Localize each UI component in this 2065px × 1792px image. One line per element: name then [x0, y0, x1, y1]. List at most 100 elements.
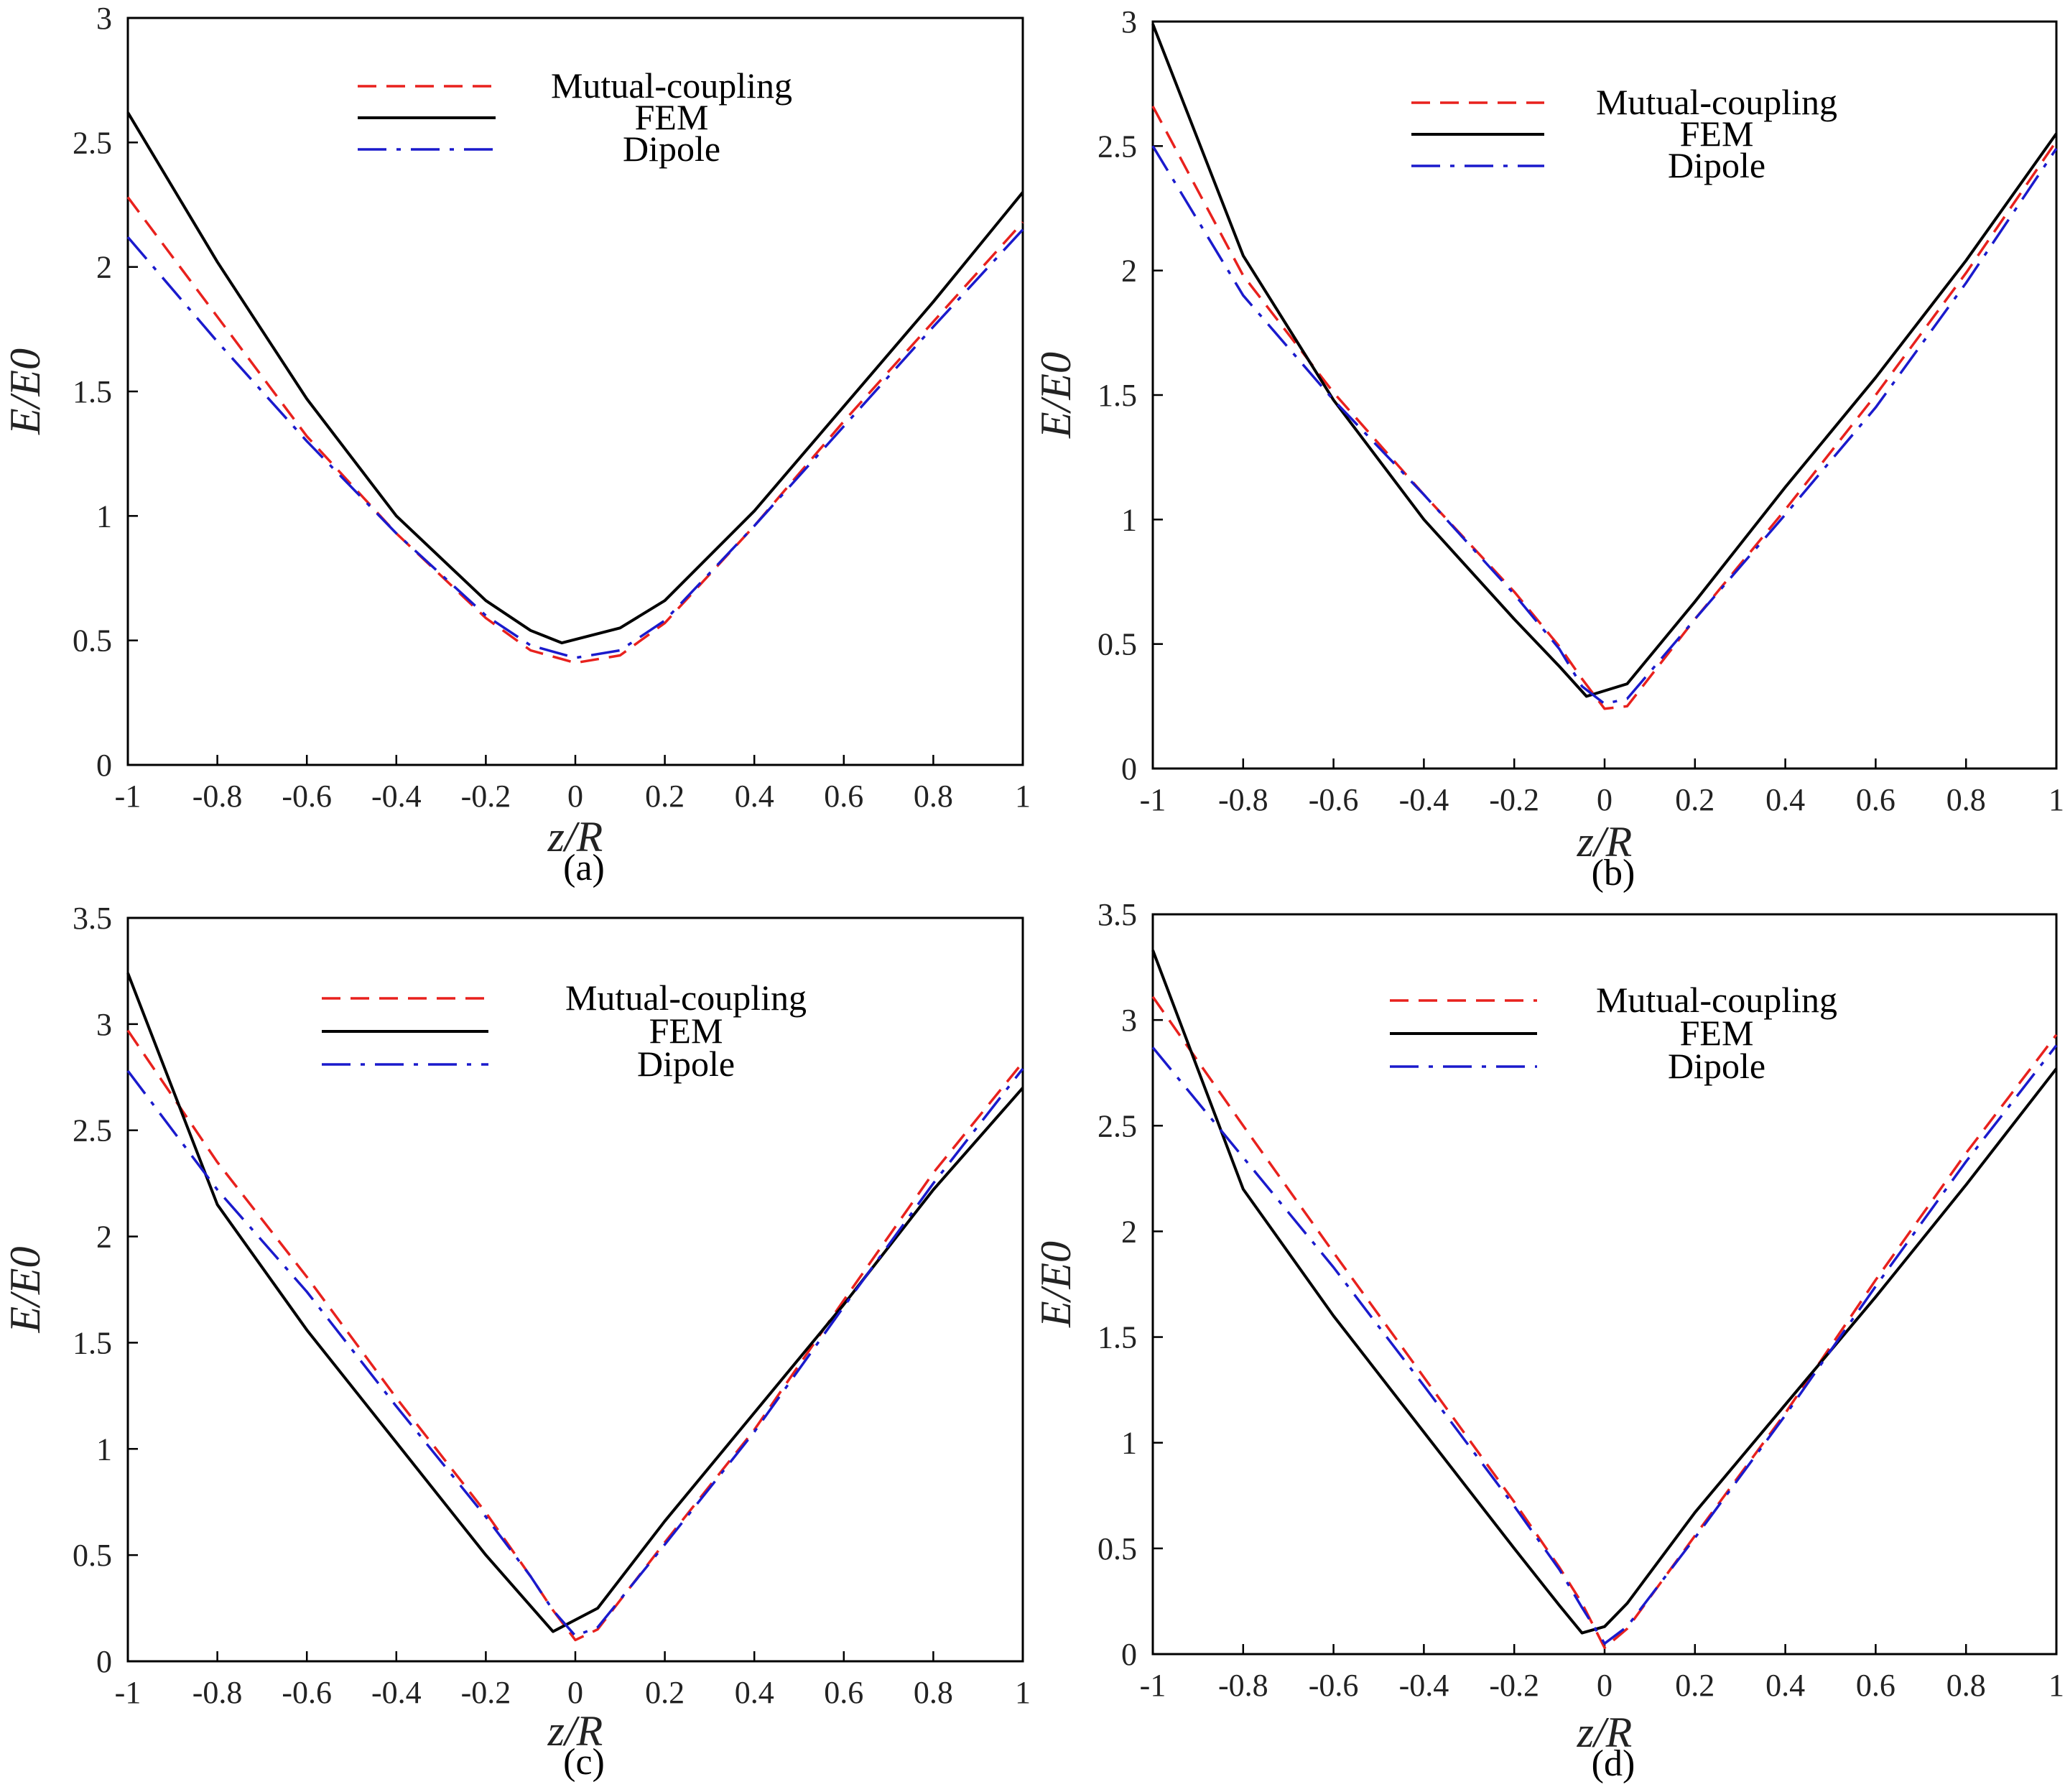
y-tick-label: 1.5 [1098, 378, 1137, 413]
plot-frame [126, 916, 1024, 1663]
x-tick-label: -1 [1140, 1668, 1166, 1703]
x-tick-label: 0.6 [1856, 1668, 1895, 1703]
y-tick-label: 0 [96, 1644, 112, 1679]
x-tick-label: 0.6 [824, 779, 863, 814]
panel-a: -1 -0.8 -0.6 -0.4 -0.2 0 0.2 0.4 0.6 0.8 1 0 0.5 1 1.5… [1, 1, 1031, 888]
x-tick-label: 0.6 [1856, 782, 1895, 817]
x-tick-label: -0.4 [1399, 782, 1449, 817]
x-tick-label: 0.8 [914, 1675, 953, 1710]
x-tick-label: 0.4 [735, 779, 774, 814]
panel-label: (a) [563, 848, 605, 888]
x-tick-label: 1 [2048, 1668, 2064, 1703]
plot-frame [1151, 20, 2058, 770]
x-tick-label: -0.4 [371, 779, 422, 814]
y-tick-label: 1 [1121, 1426, 1137, 1461]
x-tick-label: 0 [1597, 782, 1612, 817]
legend-label: FEM [1680, 113, 1754, 154]
legend-label: Dipole [623, 129, 720, 169]
x-tick-label: 0.4 [1765, 1668, 1805, 1703]
panel-b: -1 -0.8 -0.6 -0.4 -0.2 0 0.2 0.4 0.6 0.8 1 0 0.5 1 1.5… [1032, 4, 2064, 893]
y-tick-label: 1.5 [73, 374, 112, 409]
x-tick-label: -0.6 [1309, 782, 1359, 817]
y-tick-label: 3.5 [73, 901, 112, 936]
series-line-fem [1151, 23, 2058, 698]
panel-d: -1 -0.8 -0.6 -0.4 -0.2 0 0.2 0.4 0.6 0.8 1 0 0.5 1 1.5… [1032, 897, 2064, 1784]
y-tick-label: 0.5 [1098, 627, 1137, 662]
legend-label: Mutual-coupling [551, 65, 792, 106]
legend-label: Dipole [1668, 1046, 1765, 1086]
y-tick-label: 0.5 [73, 1538, 112, 1573]
x-tick-label: 1 [2048, 782, 2064, 817]
y-tick-label: 3 [1121, 1003, 1137, 1038]
series-line-mutual-coupling [1151, 995, 2058, 1649]
x-tick-label: -0.8 [1218, 1668, 1268, 1703]
y-tick-label: 3 [96, 1007, 112, 1042]
plot-frame [1151, 913, 2058, 1656]
series-line-dipole [1151, 1044, 2058, 1645]
y-tick-label: 1.5 [73, 1325, 112, 1360]
x-tick-label: -0.8 [1218, 782, 1268, 817]
y-tick-label: 0 [1121, 751, 1137, 786]
series-line-fem [1151, 950, 2058, 1635]
x-tick-label: 0 [567, 1675, 583, 1710]
y-tick-label: 1 [96, 1431, 112, 1467]
x-tick-label: 0.8 [914, 779, 953, 814]
x-axis-label: z/R [1577, 1709, 1633, 1756]
x-tick-label: -0.8 [192, 779, 243, 814]
y-axis-label: E/E0 [1032, 352, 1080, 439]
legend-label: Mutual-coupling [1596, 82, 1837, 122]
x-tick-label: 0 [567, 779, 583, 814]
x-tick-label: 0.2 [1675, 1668, 1714, 1703]
x-tick-label: -1 [115, 779, 141, 814]
y-tick-label: 2.5 [73, 1113, 112, 1148]
y-tick-label: 0 [1121, 1637, 1137, 1672]
x-axis-label: z/R [547, 1707, 603, 1755]
y-tick-label: 2.5 [1098, 1108, 1137, 1143]
panel-label: (c) [563, 1742, 605, 1783]
y-tick-label: 2 [96, 250, 112, 285]
y-tick-label: 2.5 [73, 125, 112, 160]
y-tick-label: 3 [1121, 4, 1137, 40]
series-line-mutual-coupling [1151, 106, 2058, 710]
y-axis-label: E/E0 [1, 1247, 49, 1334]
y-axis-label: E/E0 [1032, 1241, 1080, 1328]
y-tick-label: 2 [96, 1220, 112, 1255]
x-tick-label: -0.4 [1399, 1668, 1449, 1703]
y-axis-label: E/E0 [1, 348, 49, 435]
x-tick-label: -0.4 [371, 1675, 422, 1710]
x-tick-label: 0.8 [1946, 1668, 1986, 1703]
x-tick-label: 0.2 [645, 1675, 685, 1710]
series-line-dipole [126, 228, 1024, 659]
x-tick-label: 0.6 [824, 1675, 863, 1710]
series-line-fem [126, 111, 1024, 645]
y-tick-label: 1 [1121, 502, 1137, 537]
x-tick-label: -0.2 [461, 779, 511, 814]
series-line-dipole [1151, 145, 2058, 705]
x-tick-label: 0.4 [1765, 782, 1805, 817]
y-tick-label: 3 [96, 1, 112, 36]
legend-label: Dipole [637, 1044, 735, 1084]
x-tick-label: -0.2 [461, 1675, 511, 1710]
legend-label: Mutual-coupling [565, 978, 807, 1018]
y-tick-label: 2.5 [1098, 129, 1137, 164]
legend-label: Mutual-coupling [1596, 980, 1837, 1020]
y-tick-label: 2 [1121, 1214, 1137, 1249]
series-line-dipole [126, 1067, 1024, 1638]
x-axis-label: z/R [1577, 818, 1633, 865]
series-line-mutual-coupling [126, 196, 1024, 664]
legend-label: FEM [635, 97, 709, 137]
plot-frame [126, 17, 1024, 766]
series-line-mutual-coupling [126, 1029, 1024, 1642]
y-tick-label: 0 [96, 748, 112, 783]
x-tick-label: 1 [1015, 1675, 1031, 1710]
x-tick-label: 0.2 [1675, 782, 1714, 817]
x-tick-label: -0.2 [1489, 1668, 1539, 1703]
x-tick-label: -0.6 [1309, 1668, 1359, 1703]
x-tick-label: -1 [115, 1675, 141, 1710]
x-tick-label: 0 [1597, 1668, 1612, 1703]
